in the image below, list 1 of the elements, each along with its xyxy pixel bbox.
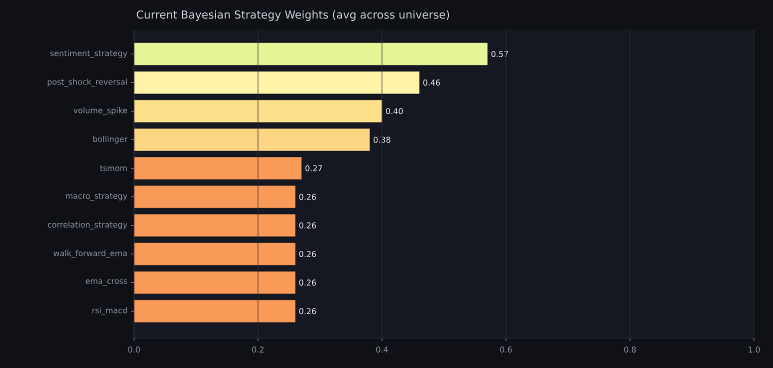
- chart-title: Current Bayesian Strategy Weights (avg across universe): [136, 10, 450, 21]
